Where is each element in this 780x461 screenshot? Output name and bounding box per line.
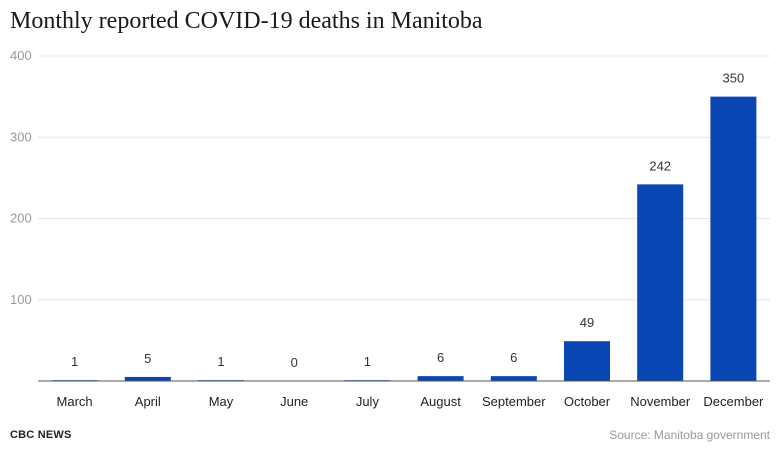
x-tick-label-june: June: [280, 394, 308, 409]
data-label-june: 0: [291, 355, 298, 370]
x-tick-label-march: March: [57, 394, 93, 409]
data-label-august: 6: [437, 350, 444, 365]
bar-december: [710, 96, 757, 381]
data-label-may: 1: [217, 354, 224, 369]
data-label-december: 350: [723, 71, 745, 86]
x-tick-label-september: September: [482, 394, 546, 409]
y-tick-labels: 100 200 300 400: [10, 48, 32, 307]
data-label-november: 242: [649, 158, 671, 173]
bar-april: [124, 376, 171, 381]
brand-label: CBC NEWS: [10, 429, 72, 441]
data-label-september: 6: [510, 350, 517, 365]
x-tick-label-november: November: [630, 394, 691, 409]
x-tick-labels: March April May June July August September Octo…: [57, 394, 765, 409]
y-tick-label: 400: [10, 48, 32, 63]
x-tick-label-august: August: [420, 394, 461, 409]
y-tick-label: 300: [10, 129, 32, 144]
x-tick-label-april: April: [135, 394, 161, 409]
data-label-october: 49: [580, 315, 594, 330]
y-tick-label: 200: [10, 211, 32, 226]
x-tick-label-october: October: [564, 394, 611, 409]
bar-october: [564, 341, 610, 381]
bars: [51, 96, 757, 381]
bar-november: [637, 184, 684, 381]
y-tick-label: 100: [10, 292, 32, 307]
data-labels: 1 5 1 0 1 6 6 49 242 350: [71, 71, 744, 370]
x-tick-label-december: December: [703, 394, 764, 409]
chart-title: Monthly reported COVID-19 deaths in Mani…: [10, 8, 483, 34]
bar-september: [490, 376, 537, 381]
data-label-july: 1: [364, 354, 371, 369]
data-label-march: 1: [71, 354, 78, 369]
bar-august: [417, 376, 464, 381]
x-tick-label-july: July: [356, 394, 380, 409]
data-label-april: 5: [144, 351, 151, 366]
source-label: Source: Manitoba government: [609, 428, 770, 442]
x-tick-label-may: May: [209, 394, 234, 409]
